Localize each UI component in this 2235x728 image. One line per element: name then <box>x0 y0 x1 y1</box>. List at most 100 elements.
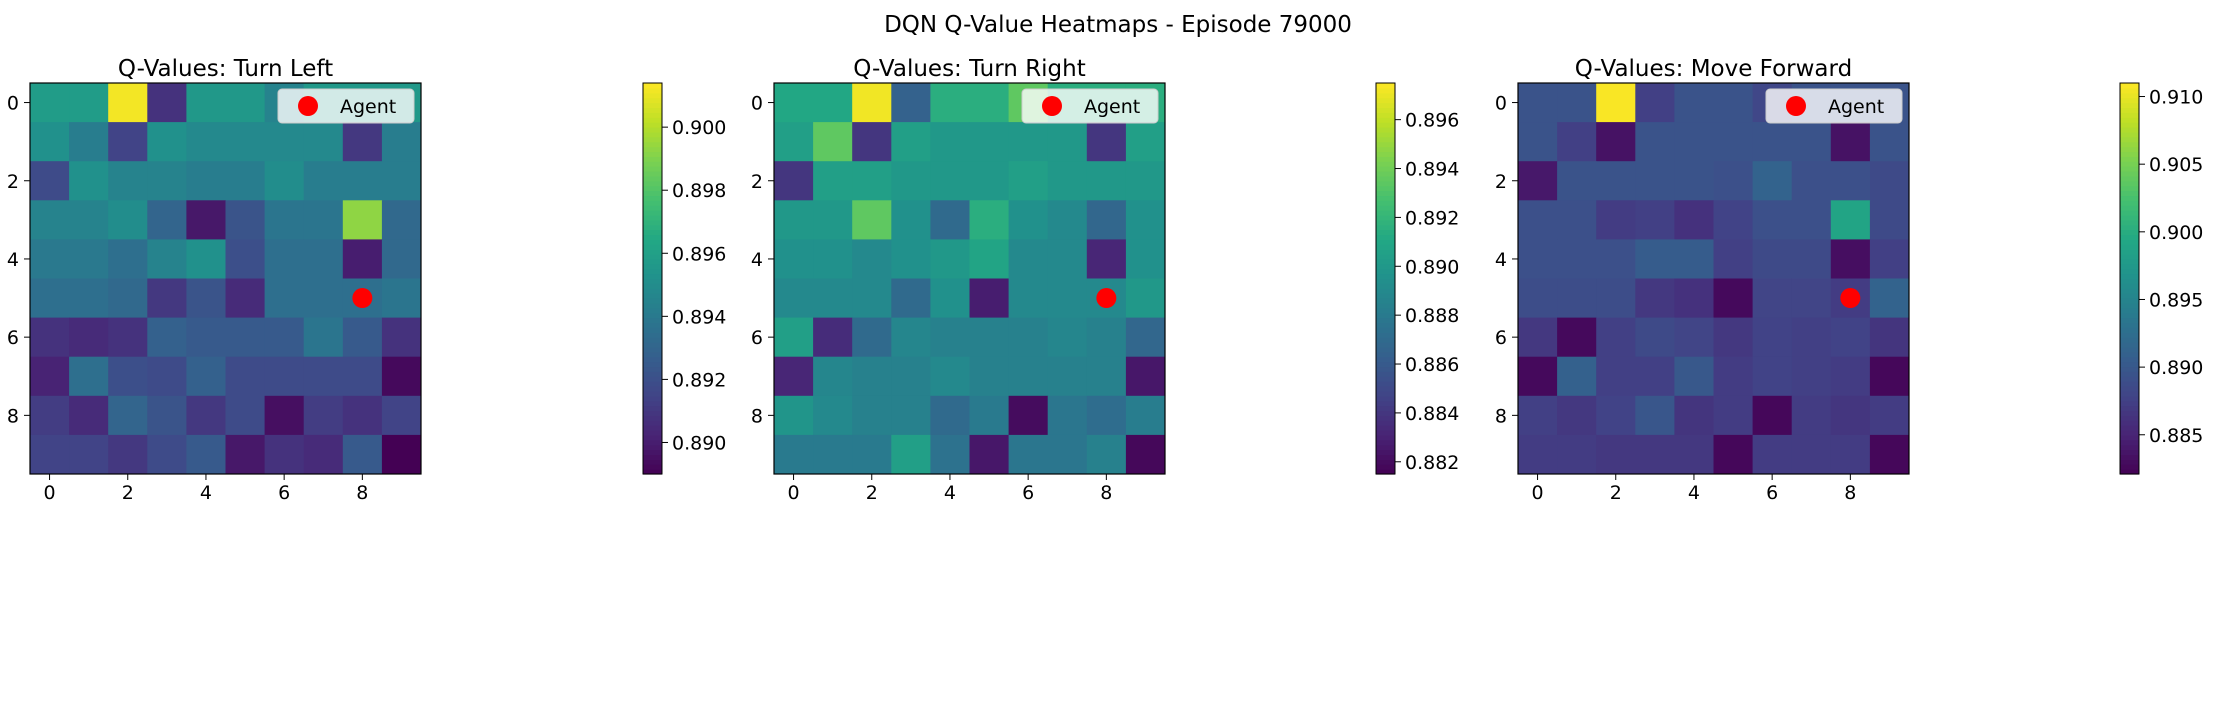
heatmap-cell <box>264 239 305 279</box>
heatmap-cell <box>1674 395 1714 436</box>
heatmap-cell <box>1830 356 1871 397</box>
heatmap-cell <box>303 278 344 319</box>
heatmap-cell <box>813 356 853 397</box>
heatmap-cell <box>1518 278 1558 319</box>
x-tick-label: 0 <box>1532 482 1544 504</box>
heatmap-cell <box>969 161 1010 201</box>
heatmap-cell <box>813 122 853 162</box>
heatmap-cell <box>930 278 970 319</box>
heatmap-cell <box>1557 278 1597 319</box>
heatmap-cell <box>930 200 970 240</box>
heatmap-cell <box>1518 161 1558 201</box>
colorbar-segment <box>643 454 662 460</box>
heatmap-cell <box>1635 200 1675 240</box>
heatmap-cell <box>813 161 853 201</box>
heatmap-cell <box>342 356 383 397</box>
heatmap-cell <box>1869 278 1910 319</box>
colorbar-segment <box>643 92 662 99</box>
y-tick-label: 4 <box>751 249 763 271</box>
colorbar-segment <box>643 288 662 294</box>
colorbar-segment <box>1376 390 1395 397</box>
colorbar-segment <box>2120 415 2139 421</box>
x-tick-label: 6 <box>1022 482 1034 504</box>
colorbar-segment <box>2120 351 2139 358</box>
heatmap-cell <box>1674 83 1714 123</box>
colorbar-segment <box>1376 332 1395 338</box>
heatmap-cell <box>774 434 814 475</box>
heatmap-cell <box>30 200 70 240</box>
heatmap-cell <box>891 356 931 397</box>
heatmap-cell <box>108 161 148 201</box>
heatmap-cell <box>1713 239 1754 279</box>
legend-agent-marker <box>298 96 318 116</box>
colorbar-segment <box>1376 97 1395 104</box>
colorbar-segment <box>1376 434 1395 441</box>
heatmap-cell <box>1047 278 1088 319</box>
colorbar-segment <box>643 400 662 407</box>
y-tick-label: 6 <box>1495 327 1507 349</box>
heatmap-cell <box>69 317 109 358</box>
heatmap-cell <box>1869 239 1910 279</box>
y-tick-label: 0 <box>1495 93 1507 115</box>
colorbar-segment <box>2120 425 2139 431</box>
heatmap-cell <box>342 122 383 162</box>
heatmap-cell <box>1674 122 1714 162</box>
colorbar-tick-label: 0.888 <box>1405 305 1459 327</box>
colorbar-segment <box>2120 151 2139 157</box>
colorbar-tick-label: 0.894 <box>672 306 726 328</box>
colorbar-segment <box>1376 141 1395 148</box>
colorbar-segment <box>2120 239 2139 245</box>
heatmap-cell <box>186 434 226 475</box>
heatmap-cell <box>1830 161 1871 201</box>
colorbar-segment <box>643 293 662 299</box>
heatmap-cell <box>147 278 187 319</box>
heatmap-cell <box>303 161 344 201</box>
colorbar-segment <box>643 430 662 436</box>
colorbar-segment <box>2120 298 2139 304</box>
colorbar-segment <box>2120 283 2139 289</box>
colorbar-segment <box>1376 312 1395 319</box>
heatmap-cell <box>342 239 383 279</box>
heatmap-cell <box>303 317 344 358</box>
colorbar-segment <box>643 156 662 162</box>
colorbar-tick-label: 0.892 <box>1405 207 1459 229</box>
panel-title: Q-Values: Turn Right <box>853 56 1086 82</box>
colorbar-segment <box>2120 249 2139 255</box>
heatmap-cell <box>1008 278 1049 319</box>
colorbar-segment <box>1376 386 1395 392</box>
heatmap-cell <box>1713 395 1754 436</box>
heatmap-cell <box>1752 356 1793 397</box>
heatmap-cell <box>1008 161 1049 201</box>
colorbar-segment <box>1376 112 1395 118</box>
colorbar-segment <box>2120 405 2139 412</box>
colorbar-segment <box>1376 283 1395 289</box>
heatmap-cell <box>813 434 853 475</box>
y-tick-label: 4 <box>1495 249 1507 271</box>
heatmap-cell <box>1125 356 1166 397</box>
colorbar-segment <box>1376 210 1395 216</box>
heatmap-cell <box>1125 200 1166 240</box>
agent-marker <box>352 288 373 309</box>
heatmap-cell <box>342 200 383 240</box>
heatmap-cell <box>1752 278 1793 319</box>
y-tick-label: 6 <box>7 327 19 349</box>
panel-title: Q-Values: Turn Left <box>118 56 333 82</box>
heatmap-cell <box>891 278 931 319</box>
axes-frame <box>29 82 422 475</box>
x-tick-label: 2 <box>122 482 134 504</box>
heatmap-cell <box>1791 122 1832 162</box>
colorbar-segment <box>643 351 662 358</box>
colorbar-segment <box>2120 166 2139 172</box>
colorbar-segment <box>643 459 662 465</box>
heatmap-cell <box>1713 278 1754 319</box>
heatmap-cell <box>1869 317 1910 358</box>
colorbar-segment <box>643 200 662 206</box>
heatmap-cell <box>147 200 187 240</box>
colorbar-segment <box>643 131 662 138</box>
heatmap-cell <box>186 239 226 279</box>
colorbar-segment <box>2120 205 2139 211</box>
colorbar-segment <box>643 434 662 441</box>
colorbar-segment <box>643 190 662 197</box>
